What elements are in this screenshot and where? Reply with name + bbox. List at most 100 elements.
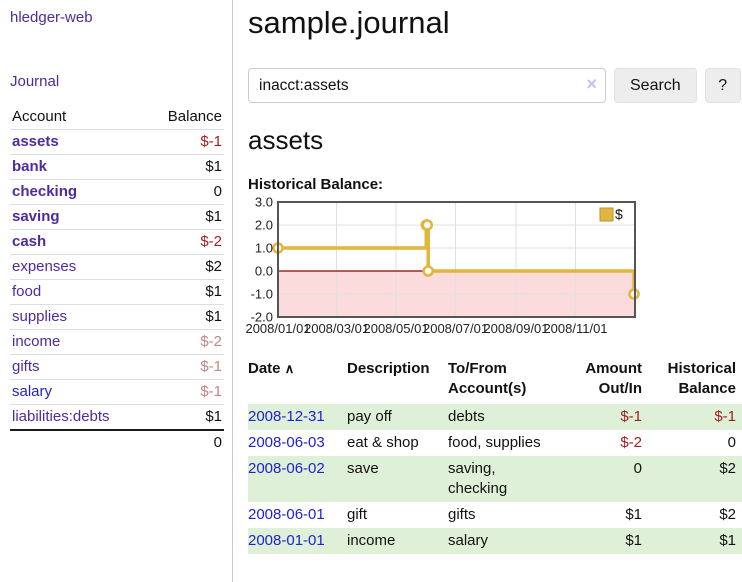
search-box: × bbox=[248, 68, 606, 103]
account-row-assets: assets $-1 bbox=[10, 129, 224, 155]
account-link-assets[interactable]: assets bbox=[12, 133, 59, 150]
register-header-date-label: Date bbox=[248, 360, 281, 377]
accounts-header-row: Account Balance bbox=[10, 105, 224, 130]
account-row-saving: saving $1 bbox=[10, 204, 224, 230]
accounts-total-row: 0 bbox=[10, 429, 224, 455]
account-balance: $1 bbox=[146, 304, 224, 330]
register-accounts: saving, checking bbox=[448, 460, 508, 497]
register-row: 2008-12-31 pay off debts $-1 $-1 bbox=[248, 404, 742, 430]
register-amount: 0 bbox=[633, 460, 642, 477]
search-form: × Search ? bbox=[248, 68, 742, 103]
register-header-amount: Amount Out/In bbox=[558, 357, 642, 404]
account-balance: 0 bbox=[146, 179, 224, 205]
accounts-header-account: Account bbox=[10, 105, 147, 130]
register-description: save bbox=[347, 460, 379, 477]
register-balance: $2 bbox=[719, 460, 736, 477]
svg-text:0.0: 0.0 bbox=[255, 264, 273, 279]
register-description: income bbox=[347, 532, 396, 549]
page-title: sample.journal bbox=[248, 5, 450, 40]
svg-text:2.0: 2.0 bbox=[255, 218, 273, 233]
date-link[interactable]: 2008-06-01 bbox=[248, 506, 325, 523]
register-row: 2008-06-01 gift gifts $1 $2 bbox=[248, 502, 742, 528]
accounts-header-balance: Balance bbox=[146, 105, 224, 130]
account-link-food[interactable]: food bbox=[12, 283, 42, 300]
register-description: eat & shop bbox=[347, 434, 419, 451]
account-balance: $-1 bbox=[146, 354, 224, 380]
account-link-cash[interactable]: cash bbox=[12, 233, 47, 250]
chart-title: Historical Balance: bbox=[248, 176, 384, 193]
accounts-total: 0 bbox=[146, 429, 224, 455]
date-link[interactable]: 2008-01-01 bbox=[248, 532, 325, 549]
sort-asc-icon: ∧ bbox=[284, 361, 295, 376]
account-balance: $1 bbox=[146, 204, 224, 230]
account-balance: $2 bbox=[146, 254, 224, 280]
register-header-balance: Historical Balance bbox=[642, 357, 742, 404]
account-row-supplies: supplies $1 bbox=[10, 304, 224, 330]
account-heading: assets bbox=[248, 125, 324, 155]
svg-text:2008/01/01: 2008/01/01 bbox=[245, 321, 310, 336]
date-link[interactable]: 2008-06-02 bbox=[248, 460, 325, 477]
app-brand-link[interactable]: hledger-web bbox=[10, 9, 93, 26]
register-header-row: Date ∧ Description To/From Account(s) Am… bbox=[248, 357, 742, 404]
account-row-checking: checking 0 bbox=[10, 179, 224, 205]
svg-text:2008/07/01: 2008/07/01 bbox=[423, 321, 488, 336]
sidebar-item-journal[interactable]: Journal bbox=[10, 73, 60, 90]
account-row-food: food $1 bbox=[10, 279, 224, 305]
account-link-income[interactable]: income bbox=[12, 333, 61, 350]
account-balance: $-2 bbox=[146, 329, 224, 355]
accounts-table: Account Balance assets $-1 bank $1 check… bbox=[10, 105, 224, 455]
account-link-gifts[interactable]: gifts bbox=[12, 358, 40, 375]
account-row-gifts: gifts $-1 bbox=[10, 354, 224, 380]
register-balance: $2 bbox=[719, 506, 736, 523]
register-header-date[interactable]: Date ∧ bbox=[248, 357, 347, 404]
account-row-cash: cash $-2 bbox=[10, 229, 224, 255]
register-row: 2008-06-02 save saving, checking 0 $2 bbox=[248, 456, 742, 502]
svg-text:2008/03/01: 2008/03/01 bbox=[304, 321, 369, 336]
register-description: gift bbox=[347, 506, 368, 523]
account-link-salary[interactable]: salary bbox=[12, 383, 53, 400]
register-header-description: Description bbox=[347, 360, 430, 377]
account-row-salary: salary $-1 bbox=[10, 379, 224, 405]
date-link[interactable]: 2008-06-03 bbox=[248, 434, 325, 451]
register-header-balance-line2: Balance bbox=[678, 380, 736, 397]
register-header-accounts: To/From Account(s) bbox=[448, 357, 558, 404]
svg-text:$: $ bbox=[615, 206, 623, 222]
register-row: 2008-01-01 income salary $1 $1 bbox=[248, 528, 742, 554]
help-button[interactable]: ? bbox=[704, 68, 741, 103]
svg-text:2008/11/01: 2008/11/01 bbox=[543, 321, 607, 336]
search-input[interactable] bbox=[248, 68, 606, 103]
account-row-bank: bank $1 bbox=[10, 154, 224, 180]
account-link-supplies[interactable]: supplies bbox=[12, 308, 68, 325]
register-description: pay off bbox=[347, 408, 392, 425]
register-header-amount-line2: Out/In bbox=[598, 380, 642, 397]
register-balance: $-1 bbox=[714, 408, 736, 425]
account-link-checking[interactable]: checking bbox=[12, 183, 78, 200]
register-header-accounts-line1: To/From bbox=[448, 360, 507, 377]
clear-search-icon[interactable]: × bbox=[586, 74, 597, 94]
account-balance: $1 bbox=[146, 404, 224, 431]
register-balance: 0 bbox=[727, 434, 736, 451]
account-balance: $1 bbox=[146, 279, 224, 305]
account-link-saving[interactable]: saving bbox=[12, 208, 60, 225]
svg-text:1.0: 1.0 bbox=[255, 241, 273, 256]
account-balance: $-1 bbox=[146, 129, 224, 155]
account-link-bank[interactable]: bank bbox=[12, 158, 48, 175]
sidebar: hledger-web Journal Account Balance asse… bbox=[0, 0, 233, 582]
svg-text:2008/09/01: 2008/09/01 bbox=[483, 321, 548, 336]
historical-balance-chart: $3.0 2.0 1.0 0.0 -1.0 -2.02008/01/012008/03/0… bbox=[245, 195, 640, 336]
account-link-liabilities-debts[interactable]: liabilities:debts bbox=[12, 408, 110, 425]
register-accounts: salary bbox=[448, 532, 489, 549]
account-link-expenses[interactable]: expenses bbox=[12, 258, 77, 275]
register-header-balance-line1: Historical bbox=[667, 360, 736, 377]
account-row-liabilities-debts: liabilities:debts $1 bbox=[10, 404, 224, 431]
register-row: 2008-06-03 eat & shop food, supplies $-2… bbox=[248, 430, 742, 456]
register-accounts: gifts bbox=[448, 506, 476, 523]
register-amount: $1 bbox=[625, 506, 642, 523]
account-row-expenses: expenses $2 bbox=[10, 254, 224, 280]
account-row-income: income $-2 bbox=[10, 329, 224, 355]
svg-text:-2.0: -2.0 bbox=[251, 310, 273, 325]
register-amount: $-2 bbox=[620, 434, 642, 451]
register-balance: $1 bbox=[719, 532, 736, 549]
date-link[interactable]: 2008-12-31 bbox=[248, 408, 325, 425]
search-button[interactable]: Search bbox=[614, 68, 697, 103]
